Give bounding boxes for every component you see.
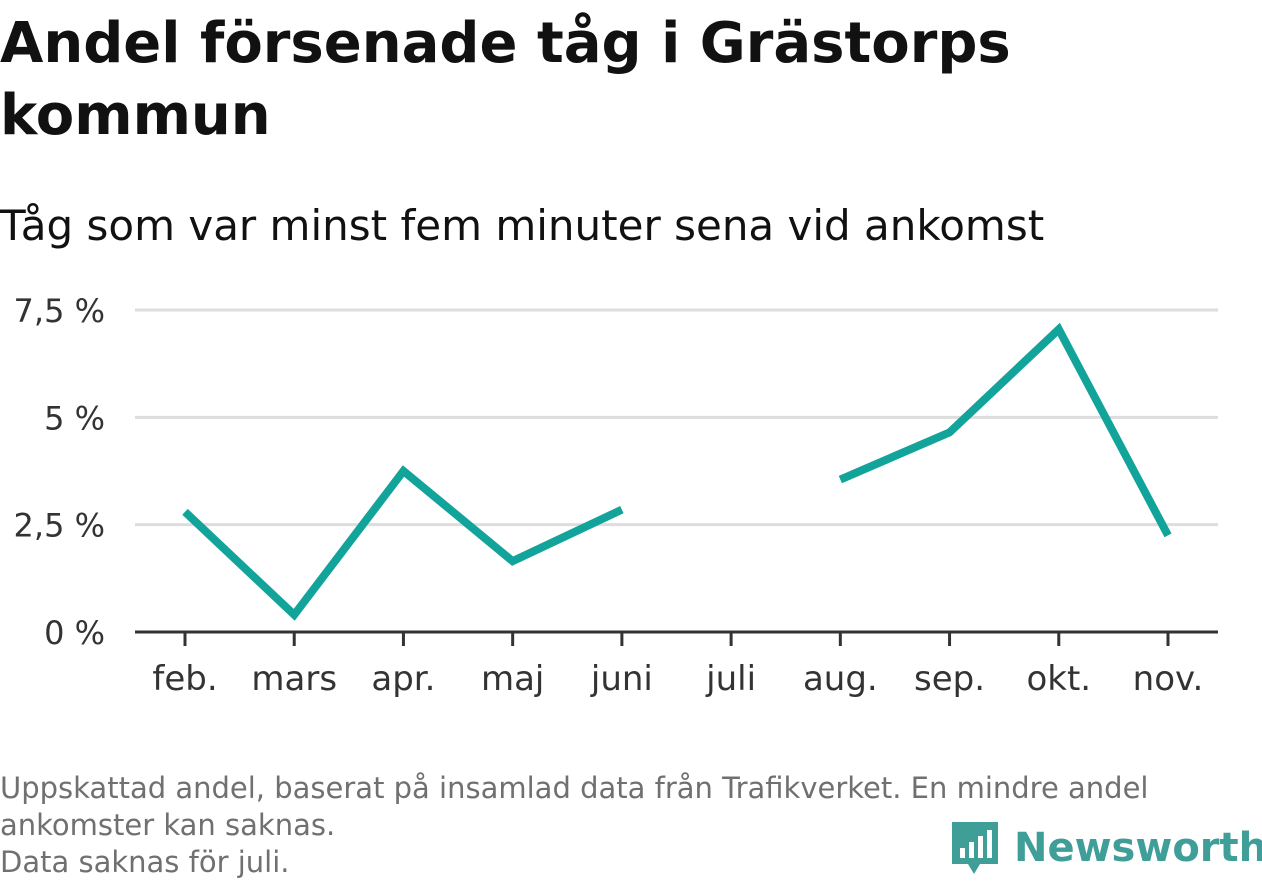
x-tick-label: apr. bbox=[371, 659, 435, 699]
y-tick-label: 5 % bbox=[44, 399, 105, 437]
footnote-source: Uppskattad andel, baserat på insamlad da… bbox=[0, 771, 1149, 805]
footnote: Uppskattad andel, baserat på insamlad da… bbox=[0, 770, 1245, 881]
x-tick-label: okt. bbox=[1026, 659, 1091, 699]
y-tick-label: 2,5 % bbox=[14, 507, 105, 545]
x-tick-label: juni bbox=[590, 659, 653, 699]
newsworthy-logo-icon bbox=[952, 822, 998, 874]
x-tick-label: juli bbox=[705, 659, 756, 699]
x-tick-label: mars bbox=[251, 659, 337, 699]
x-tick-label: nov. bbox=[1133, 659, 1204, 699]
series-lines bbox=[182, 322, 1172, 621]
footnote-missing-note: ankomster kan saknas. bbox=[0, 808, 336, 842]
footnote-july-note: Data saknas för juli. bbox=[0, 845, 290, 879]
y-tick-label: 0 % bbox=[44, 614, 105, 652]
y-tick-label: 7,5 % bbox=[14, 292, 105, 330]
y-axis-ticks: 0 % 2,5 % 5 % 7,5 % bbox=[14, 292, 105, 652]
newsworthy-logo: Newsworthy bbox=[950, 818, 1262, 878]
gridlines bbox=[135, 308, 1218, 527]
x-tick-label: maj bbox=[481, 659, 544, 699]
brand-name: Newsworthy bbox=[1014, 825, 1262, 871]
series-line-segment bbox=[838, 322, 1172, 538]
series-line-segment bbox=[182, 465, 624, 621]
line-chart: 0 % 2,5 % 5 % 7,5 % feb. mars apr. maj juni juli… bbox=[14, 292, 1218, 699]
x-axis-ticks: feb. mars apr. maj juni juli aug. sep. okt. nov. bbox=[152, 632, 1203, 699]
chart-subtitle: Tåg som var minst fem minuter sena vid a… bbox=[0, 201, 1045, 250]
x-tick-label: aug. bbox=[803, 659, 878, 699]
x-tick-label: feb. bbox=[152, 659, 217, 699]
chart-title: Andel försenade tåg i Grästorps kommun bbox=[0, 11, 1011, 148]
x-tick-label: sep. bbox=[914, 659, 985, 699]
